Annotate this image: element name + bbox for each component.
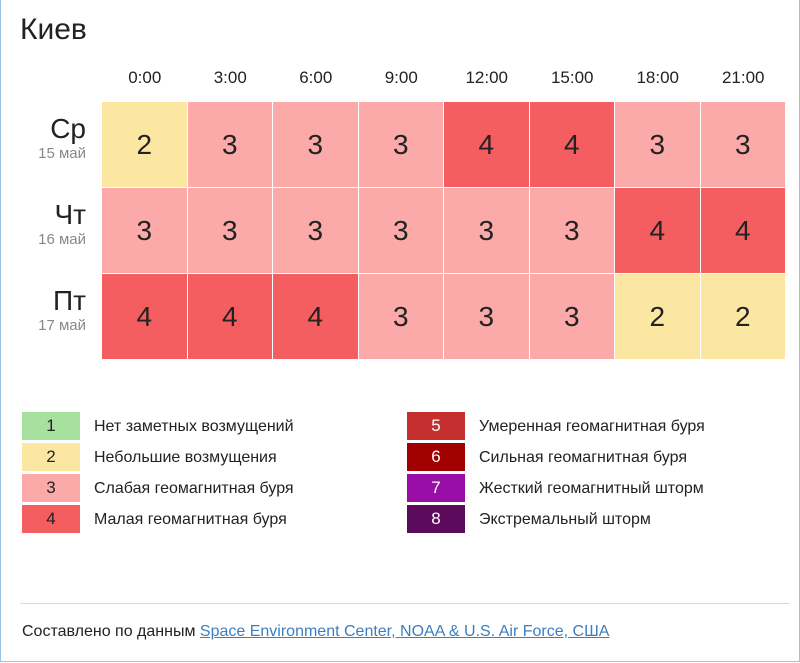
legend-label: Слабая геомагнитная буря: [94, 480, 294, 497]
heatmap-cell: 3: [273, 188, 358, 273]
hour-label: 9:00: [384, 68, 418, 87]
legend-swatch: 4: [22, 505, 80, 535]
heatmap-cell: 4: [615, 188, 700, 273]
heatmap-cell: 4: [700, 188, 785, 273]
legend-label: Небольшие возмущения: [94, 449, 277, 466]
day-date: 16 май: [38, 231, 86, 248]
legend-item: 1 Нет заметных возмущений: [22, 412, 294, 442]
day-name: Пт: [53, 285, 86, 316]
heatmap-cell: 3: [615, 102, 700, 187]
legend-swatch: 6: [407, 443, 465, 473]
source-prefix: Составлено по данным: [22, 623, 200, 640]
heatmap-cell: 2: [102, 102, 187, 187]
heatmap-cell: 2: [615, 274, 700, 359]
heatmap-cell: 3: [444, 188, 529, 273]
legend-label: Жесткий геомагнитный шторм: [479, 480, 704, 497]
day-date: 15 май: [38, 145, 86, 162]
city-title: Киев: [20, 13, 87, 46]
source-footer: Составлено по данным Space Environment C…: [22, 620, 609, 644]
heatmap-cell: 3: [102, 188, 187, 273]
heatmap-cell: 3: [700, 102, 785, 187]
legend: 1 Нет заметных возмущений 2 Небольшие возму…: [22, 412, 782, 542]
legend-label: Малая геомагнитная буря: [94, 511, 287, 528]
heatmap-cell: 4: [273, 274, 358, 359]
hour-label: 18:00: [636, 68, 680, 87]
legend-label: Умеренная геомагнитная буря: [479, 418, 705, 435]
heatmap-cell: 3: [444, 274, 529, 359]
legend-item: 4 Малая геомагнитная буря: [22, 505, 287, 535]
heatmap-cell: 4: [444, 102, 529, 187]
legend-item: 6 Сильная геомагнитная буря: [407, 443, 687, 473]
legend-item: 8 Экстремальный шторм: [407, 505, 651, 535]
legend-swatch: 7: [407, 474, 465, 504]
heatmap-cell: 4: [187, 274, 272, 359]
legend-swatch: 1: [22, 412, 80, 442]
heatmap-cell: 3: [358, 274, 443, 359]
heatmap-cell: 3: [358, 188, 443, 273]
heatmap-cell: 3: [529, 188, 614, 273]
day-row-label: Пт 17 май: [14, 274, 100, 360]
hour-label: 15:00: [550, 68, 594, 87]
legend-label: Экстремальный шторм: [479, 511, 651, 528]
heatmap-cell: 3: [358, 102, 443, 187]
legend-item: 2 Небольшие возмущения: [22, 443, 277, 473]
legend-item: 5 Умеренная геомагнитная буря: [407, 412, 705, 442]
heatmap-cell: 3: [529, 274, 614, 359]
day-row-label: Чт 16 май: [14, 188, 100, 274]
legend-label: Сильная геомагнитная буря: [479, 449, 687, 466]
heatmap-cell: 4: [102, 274, 187, 359]
day-labels: Ср 15 май Чт 16 май Пт 17 май: [14, 102, 100, 360]
day-name: Ср: [50, 113, 86, 144]
heatmap-cell: 3: [187, 102, 272, 187]
hour-label: 21:00: [721, 68, 765, 87]
hour-label: 0:00: [128, 68, 162, 87]
legend-label: Нет заметных возмущений: [94, 418, 294, 435]
source-link[interactable]: Space Environment Center, NOAA & U.S. Ai…: [199, 623, 610, 640]
legend-swatch: 2: [22, 443, 80, 473]
legend-item: 3 Слабая геомагнитная буря: [22, 474, 294, 504]
heatmap-cell: 3: [187, 188, 272, 273]
day-row-label: Ср 15 май: [14, 102, 100, 188]
hour-label: 12:00: [465, 68, 509, 87]
heatmap-cell: 4: [529, 102, 614, 187]
legend-swatch: 5: [407, 412, 465, 442]
day-name: Чт: [54, 199, 87, 230]
hour-header: 0:00 3:00 6:00 9:00 12:00 15:00 18:00 21…: [102, 66, 786, 90]
hour-label: 6:00: [299, 68, 333, 87]
footer-divider: [20, 603, 790, 604]
hour-label: 3:00: [213, 68, 247, 87]
legend-swatch: 3: [22, 474, 80, 504]
legend-swatch: 8: [407, 505, 465, 535]
legend-item: 7 Жесткий геомагнитный шторм: [407, 474, 704, 504]
day-date: 17 май: [38, 317, 86, 334]
heatmap-cell: 3: [273, 102, 358, 187]
heatmap-cell: 2: [700, 274, 785, 359]
